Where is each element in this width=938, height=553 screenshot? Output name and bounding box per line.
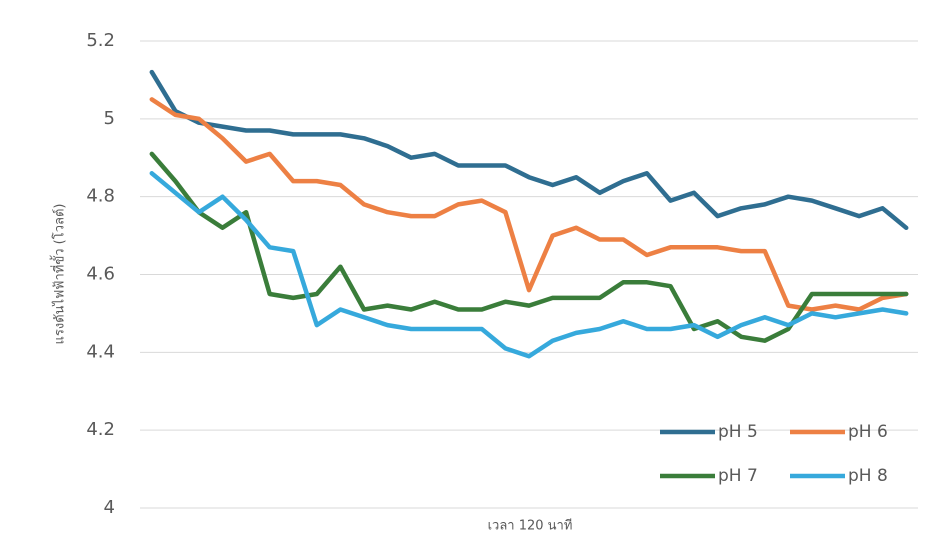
y-tick-label: 5.2 — [86, 30, 115, 51]
y-tick-label: 4.6 — [86, 264, 115, 285]
x-axis-title: เวลา 120 นาที — [488, 518, 573, 534]
legend-label: pH 7 — [718, 466, 758, 486]
legend-label: pH 5 — [718, 422, 758, 442]
y-tick-label: 5 — [104, 108, 115, 129]
legend-label: pH 8 — [848, 466, 888, 486]
y-tick-label: 4.4 — [86, 341, 115, 362]
background — [0, 0, 938, 553]
chart: เวลา 120 นาที แรงดันไฟฟ้าที่ขั้ว (โวลต์)… — [0, 0, 938, 553]
y-tick-label: 4 — [104, 497, 115, 518]
legend-label: pH 6 — [848, 422, 888, 442]
y-tick-label: 4.8 — [86, 186, 115, 207]
y-axis-title: แรงดันไฟฟ้าที่ขั้ว (โวลต์) — [50, 203, 68, 344]
y-tick-label: 4.2 — [86, 419, 115, 440]
